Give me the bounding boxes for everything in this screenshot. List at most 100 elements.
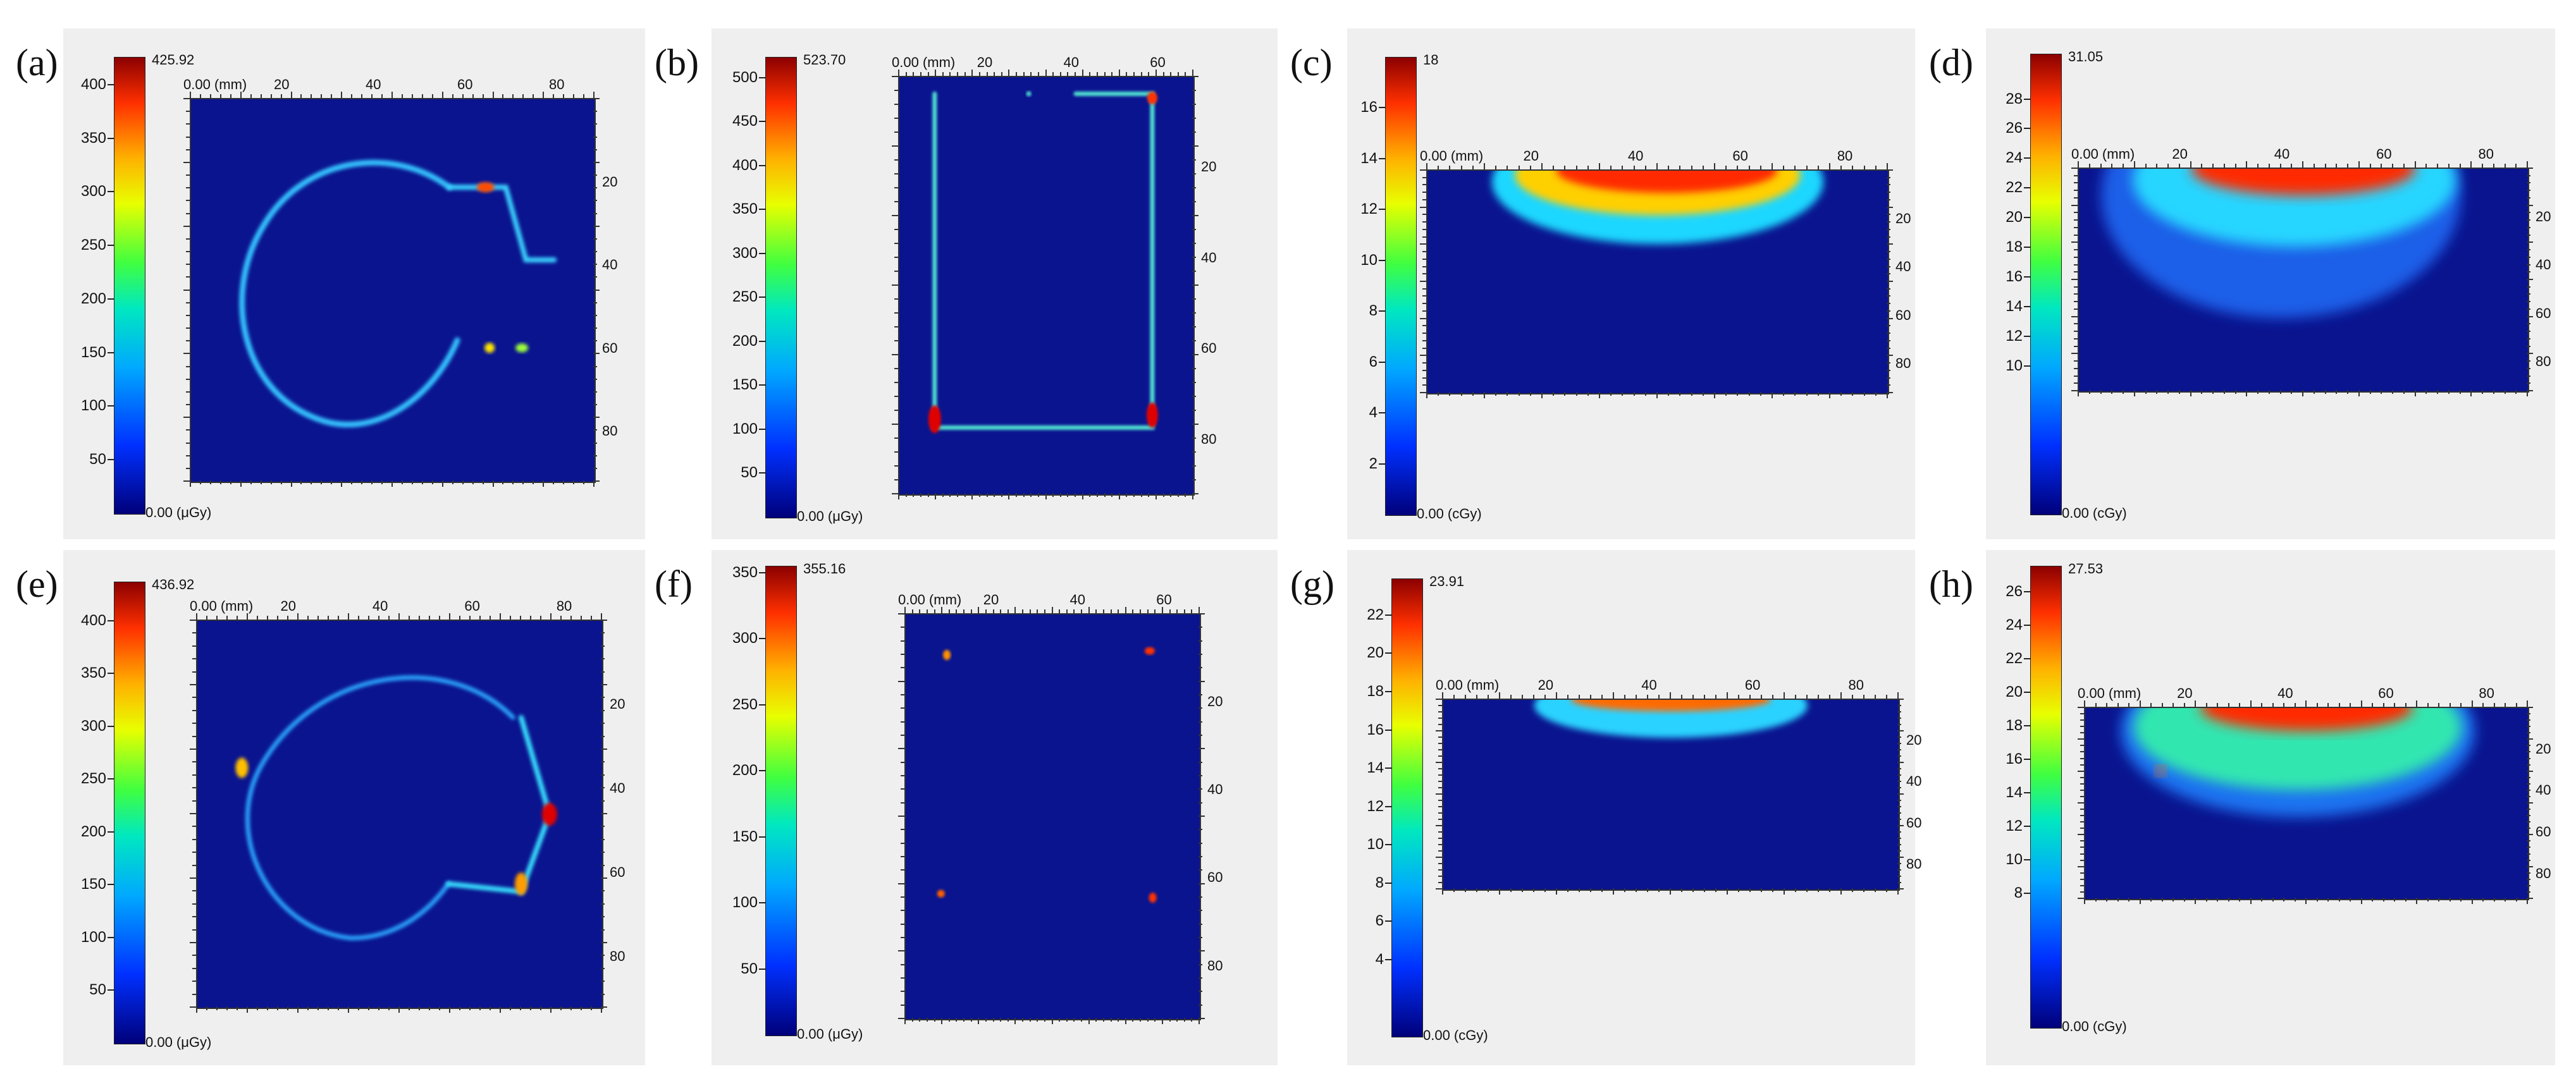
y-axis-tick [1897, 863, 1901, 864]
colorbar-tick-label: 500 [732, 68, 758, 86]
hotspot [515, 343, 529, 353]
y-axis-tick [894, 257, 898, 258]
colorbar-tick [108, 673, 114, 675]
x-axis-tick [2527, 161, 2528, 168]
x-axis-tick [1817, 392, 1819, 396]
x-axis-tick [1183, 609, 1185, 613]
x-axis-tick [2172, 898, 2174, 902]
y-axis-tick [593, 353, 600, 355]
y-axis-tick [192, 903, 196, 905]
y-axis-tick [2074, 338, 2078, 339]
y-axis-tick [1199, 910, 1202, 912]
y-axis-tick [1422, 384, 1426, 386]
x-axis-tick [1096, 493, 1098, 497]
x-axis-tick [2078, 390, 2079, 396]
colorbar-tick-label: 200 [732, 762, 758, 779]
y-axis-tick [192, 864, 196, 866]
y-axis-tick [593, 238, 597, 240]
x-axis-tick [300, 94, 302, 98]
x-axis-tick [1544, 695, 1546, 699]
y-axis-tick [1199, 707, 1202, 709]
x-axis-tick [1783, 166, 1785, 169]
x-axis-tick [206, 1006, 207, 1010]
colorbar-tick [1385, 920, 1391, 922]
y-axis-tick [2074, 219, 2078, 221]
colorbar-tick [2024, 859, 2030, 860]
x-axis-tick [2350, 703, 2351, 707]
x-axis-tick [267, 1006, 268, 1010]
x-axis-tick [469, 1006, 471, 1010]
x-axis-tick [1183, 1018, 1185, 1022]
y-axis-tick [593, 123, 597, 125]
y-axis-tick [901, 923, 904, 925]
y-tick-label: 20 [610, 696, 626, 712]
x-axis-tick [1155, 70, 1157, 76]
x-axis-tick [257, 616, 258, 620]
x-axis-tick [1704, 888, 1705, 892]
y-axis-tick [1436, 730, 1442, 731]
y-axis-tick [894, 229, 898, 230]
x-axis-tick [2128, 703, 2129, 707]
colorbar-min-label: 0.00 (μGy) [145, 1034, 212, 1050]
x-axis-tick [388, 1006, 390, 1010]
colorbar-tick [2024, 187, 2030, 189]
x-axis-tick [398, 613, 400, 620]
colorbar-tick [2024, 157, 2030, 159]
y-axis-tick [894, 312, 898, 314]
hotspot [943, 650, 951, 660]
y-axis-tick [1438, 806, 1442, 807]
x-axis-tick [260, 480, 262, 484]
colorbar-tick [2024, 305, 2030, 307]
y-axis-tick [1887, 339, 1890, 341]
colorbar-tick [108, 884, 114, 886]
y-axis-tick [186, 365, 190, 367]
x-axis-tick [949, 493, 951, 497]
x-axis-tick [2217, 703, 2218, 707]
x-axis-tick [964, 72, 966, 76]
y-axis-tick [1199, 1018, 1205, 1019]
x-axis-tick [1783, 392, 1785, 396]
x-axis-tick [949, 72, 951, 76]
colorbar-min-label: 0.00 (cGy) [2062, 1018, 2127, 1034]
x-axis-tick [419, 616, 420, 620]
x-axis-tick [1126, 72, 1128, 76]
y-axis-tick [901, 896, 904, 898]
x-tick-label: 60 [2376, 146, 2392, 162]
y-axis-tick [1422, 214, 1426, 216]
y-tick-label: 20 [2536, 208, 2551, 224]
colorbar-tick-label: 450 [732, 113, 758, 130]
x-axis-tick [1488, 695, 1489, 699]
colorbar-tick [759, 472, 765, 474]
colorbar-tick-label: 18 [1367, 682, 1384, 700]
x-axis-tick [1192, 70, 1193, 76]
x-axis-tick [1044, 609, 1045, 613]
x-tick-label: 20 [2177, 685, 2193, 701]
colorbar-tick [1385, 690, 1391, 692]
x-axis-tick [2246, 161, 2248, 168]
y-axis-tick [2080, 745, 2084, 747]
x-axis-tick [479, 616, 481, 620]
y-axis-tick [1897, 711, 1901, 712]
colorbar-tick-label: 300 [80, 717, 106, 735]
x-axis-tick [2504, 164, 2506, 168]
x-axis-tick [230, 94, 231, 98]
y-axis-tick [1438, 743, 1442, 744]
x-axis-tick [1533, 695, 1534, 699]
x-axis-tick [2425, 164, 2427, 168]
y-axis-tick [183, 225, 190, 227]
x-axis-tick [1840, 392, 1842, 396]
y-axis-tick [1436, 699, 1442, 700]
x-axis-tick [1133, 493, 1135, 497]
x-axis-tick [1624, 888, 1625, 892]
y-axis-tick [1420, 243, 1426, 245]
y-axis-tick [894, 118, 898, 119]
x-tick-label: 80 [2479, 685, 2494, 701]
x-axis-tick [1702, 166, 1704, 169]
x-axis-tick [1029, 1018, 1031, 1022]
colorbar-tick-label: 18 [2006, 238, 2023, 255]
y-axis-tick [1422, 303, 1426, 305]
hotspot [484, 343, 495, 353]
y-axis-tick [1199, 1004, 1202, 1006]
x-axis-tick [2145, 164, 2147, 168]
x-axis-tick [2324, 390, 2326, 394]
